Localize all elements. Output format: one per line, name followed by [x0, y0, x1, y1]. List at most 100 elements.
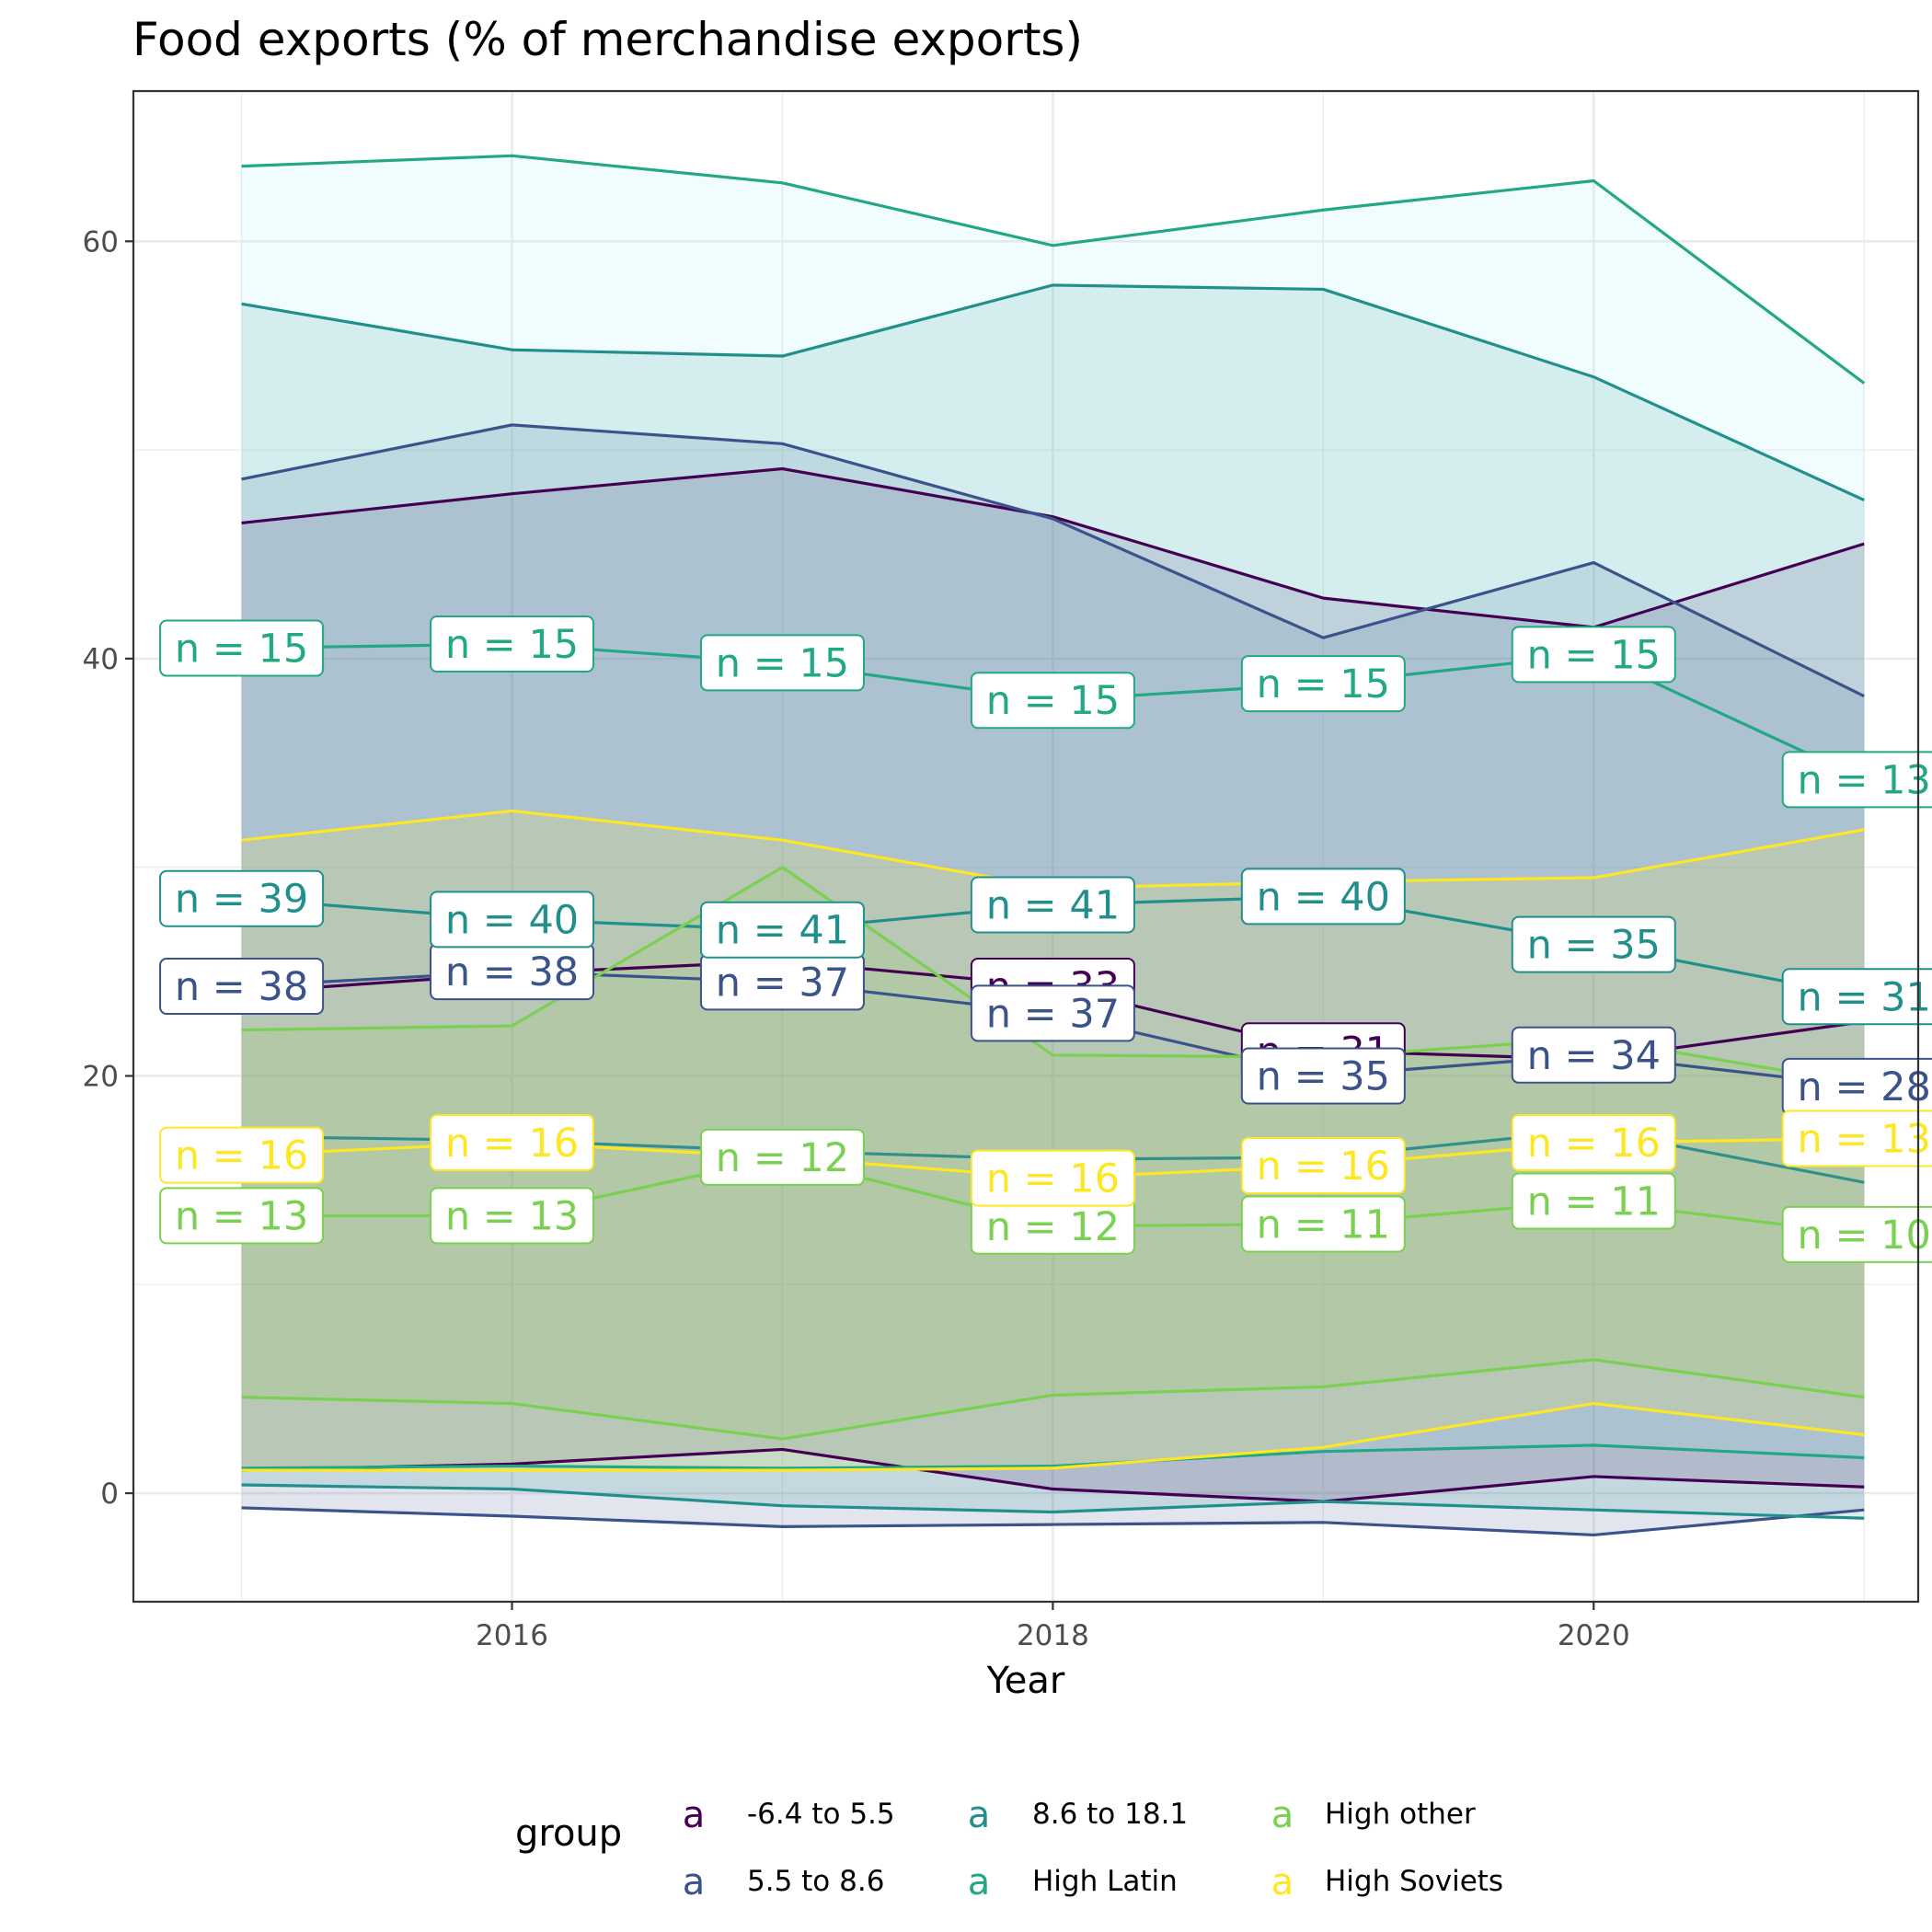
series-lower-line [241, 1443, 1865, 1470]
n-label-text: n = 13 [1798, 757, 1931, 803]
n-label: n = 11 [1240, 1195, 1406, 1253]
n-label: n = 13 [430, 1187, 595, 1245]
n-label: n = 41 [970, 876, 1135, 934]
n-label-box [970, 876, 1135, 934]
n-label-box [1781, 751, 1932, 809]
n-label-text: n = 15 [445, 622, 579, 668]
n-label-text: n = 12 [716, 1135, 849, 1181]
n-label: n = 13 [159, 1187, 325, 1245]
legend-title: group [515, 1812, 622, 1855]
x-axis-title: Year [986, 1660, 1065, 1702]
n-label: n = 41 [699, 901, 865, 959]
n-label: n = 16 [970, 1149, 1135, 1207]
n-label-box [1240, 1136, 1406, 1194]
n-label: n = 16 [1511, 1114, 1676, 1172]
n-label-text: n = 37 [716, 960, 849, 1006]
n-label-box [699, 1128, 865, 1186]
series-lower-line [241, 1358, 1865, 1441]
n-label-text: n = 13 [445, 1193, 579, 1239]
n-label-box [1511, 1114, 1676, 1172]
series-upper-line [241, 154, 1866, 385]
n-label-box [1781, 968, 1932, 1026]
n-label-text: n = 16 [1257, 1144, 1390, 1190]
legend-label: High other [1325, 1798, 1476, 1831]
ribbons [241, 155, 1865, 1535]
n-label-text: n = 13 [1798, 1117, 1931, 1163]
n-label-box [970, 984, 1135, 1042]
n-label: n = 16 [1240, 1136, 1406, 1194]
n-label-box [159, 619, 325, 677]
axes: 0 20 40 60 2016 2018 2020 [83, 225, 1630, 1652]
n-label-text: n = 12 [986, 1204, 1120, 1250]
n-label-box [430, 1187, 595, 1245]
series-upper-line [241, 423, 1865, 698]
n-label-text: n = 16 [986, 1156, 1120, 1202]
n-label: n = 15 [970, 672, 1135, 730]
n-label: n = 15 [430, 615, 595, 673]
chart-title: Food exports (% of merchandise exports) [132, 13, 1083, 66]
n-label: n = 10 [1781, 1205, 1932, 1263]
legend-label: 5.5 to 8.6 [747, 1865, 884, 1898]
n-label-box [159, 957, 325, 1015]
n-label-box [1240, 868, 1406, 926]
n-label: n = 15 [1240, 655, 1406, 713]
n-label-box [970, 1149, 1135, 1207]
n-label-box [1511, 1172, 1676, 1230]
n-label-text: n = 15 [1257, 661, 1390, 707]
n-label-box [699, 634, 865, 692]
n-label: n = 40 [430, 891, 595, 949]
series-upper-line [241, 283, 1865, 501]
n-label-box [1781, 1110, 1932, 1167]
n-label-text: n = 31 [1798, 974, 1931, 1020]
legend-label: 8.6 to 18.1 [1032, 1798, 1188, 1831]
legend-key: a [683, 1861, 706, 1903]
n-label: n = 35 [1240, 1047, 1406, 1105]
n-label-text: n = 38 [445, 949, 579, 995]
n-label-box [1511, 1026, 1676, 1084]
series-lower-line [241, 1483, 1865, 1520]
n-label-box [1240, 1195, 1406, 1253]
x-tick-label: 2018 [1017, 1619, 1089, 1652]
n-label-box [1511, 915, 1676, 973]
n-label-text: n = 37 [986, 991, 1120, 1037]
n-label-box [1240, 1047, 1406, 1105]
n-label: n = 15 [1511, 626, 1676, 684]
n-label-box [970, 672, 1135, 730]
ribbon [241, 155, 1865, 1468]
legend-key: a [968, 1861, 991, 1903]
n-label-text: n = 10 [1798, 1213, 1931, 1259]
n-label-text: n = 16 [175, 1133, 308, 1179]
n-label-text: n = 15 [1527, 632, 1661, 678]
n-label: n = 12 [699, 1128, 865, 1186]
n-label-text: n = 16 [1527, 1121, 1661, 1167]
n-label-text: n = 34 [1527, 1033, 1661, 1079]
y-tick-label: 20 [83, 1060, 119, 1093]
y-tick-label: 40 [83, 643, 119, 676]
n-label: n = 34 [1511, 1026, 1676, 1084]
n-label: n = 16 [430, 1114, 595, 1172]
n-label: n = 15 [699, 634, 865, 692]
n-label: n = 37 [699, 953, 865, 1011]
n-label-text: n = 41 [986, 883, 1120, 929]
y-tick-label: 0 [100, 1478, 119, 1511]
legend: group a -6.4 to 5.5 a 5.5 to 8.6 a 8.6 to 18.… [515, 1794, 1503, 1903]
plot-panel-border [132, 89, 1920, 1604]
legend-label: -6.4 to 5.5 [747, 1798, 895, 1831]
n-label-text: n = 40 [1257, 874, 1390, 920]
n-label: n = 38 [159, 957, 325, 1015]
n-label-box [430, 615, 595, 673]
n-label-text: n = 15 [986, 678, 1120, 724]
legend-label: High Latin [1032, 1865, 1178, 1898]
n-label-text: n = 16 [445, 1121, 579, 1167]
x-tick-label: 2016 [476, 1619, 548, 1652]
n-label: n = 37 [970, 984, 1135, 1042]
n-label-text: n = 41 [716, 908, 849, 954]
n-label-text: n = 38 [175, 964, 308, 1010]
grid [133, 91, 1918, 1602]
n-label-box [159, 1187, 325, 1245]
n-label: n = 28 [1781, 1057, 1932, 1115]
n-label-text: n = 11 [1527, 1179, 1661, 1225]
n-label-box [699, 901, 865, 959]
n-label: n = 15 [159, 619, 325, 677]
